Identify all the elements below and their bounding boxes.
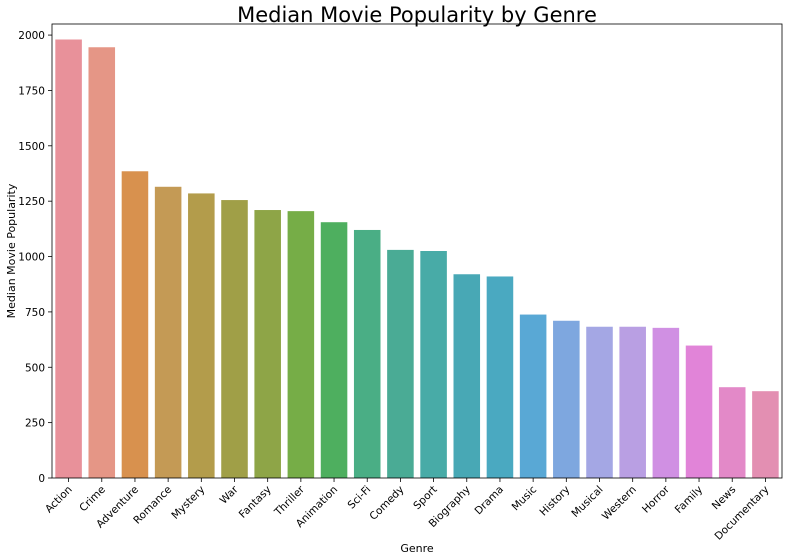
bar-family <box>685 345 713 478</box>
bar-romance <box>154 186 182 478</box>
x-tick-label: Music <box>510 483 540 513</box>
bar-war <box>221 200 248 478</box>
plot-area-frame <box>51 23 783 479</box>
y-tick-label: 1250 <box>18 196 45 208</box>
bar-comedy <box>387 249 414 478</box>
chart-title: Median Movie Popularity by Genre <box>237 3 597 27</box>
bar-horror <box>652 327 680 478</box>
x-tick-label: Mystery <box>169 484 207 522</box>
x-tick-label: War <box>218 483 241 506</box>
bar-fantasy <box>254 210 281 478</box>
x-tick-label: News <box>710 484 739 513</box>
x-tick-label: Sport <box>411 484 439 512</box>
y-tick-label: 1000 <box>18 252 45 264</box>
x-tick-label: Crime <box>77 484 108 515</box>
y-tick-label: 2000 <box>18 30 45 42</box>
y-tick-label: 500 <box>25 362 45 374</box>
x-axis-label: Genre <box>400 542 434 555</box>
x-tick-label: Family <box>673 484 705 516</box>
bar-music <box>519 314 547 478</box>
bar-adventure <box>121 171 149 478</box>
bar-western <box>619 326 646 478</box>
bar-history <box>553 320 580 478</box>
x-tick-label: Comedy <box>367 484 406 523</box>
x-tick-label: Drama <box>472 484 506 518</box>
bar-crime <box>88 47 116 478</box>
bar-sport <box>420 251 447 478</box>
y-tick-label: 250 <box>25 418 45 430</box>
bar-biography <box>453 274 481 478</box>
bar-documentary <box>752 391 779 478</box>
y-tick-label: 750 <box>25 307 45 319</box>
x-tick-label: History <box>538 484 573 519</box>
x-tick-label: Sci-Fi <box>346 484 374 512</box>
bars-group <box>55 39 779 479</box>
bar-thriller <box>287 211 315 478</box>
x-tick-label: Fantasy <box>237 484 274 521</box>
bar-action <box>55 39 82 478</box>
x-tick-label: Western <box>600 484 639 523</box>
bar-sci-fi <box>353 229 381 478</box>
x-tick-label: Horror <box>640 483 673 516</box>
y-axis-label: Median Movie Popularity <box>5 183 18 318</box>
bar-mystery <box>188 193 215 479</box>
y-tick-label: 1750 <box>18 85 45 97</box>
bar-musical <box>586 326 613 478</box>
bar-drama <box>486 276 514 478</box>
y-tick-label: 1500 <box>18 141 45 153</box>
x-tick-label: Action <box>43 484 75 516</box>
bar-animation <box>320 222 348 478</box>
bar-news <box>718 387 746 478</box>
y-tick-label: 0 <box>38 473 45 485</box>
y-axis-ticks: 0 250 500 750 1000 1250 1500 1750 2000 <box>18 30 52 485</box>
